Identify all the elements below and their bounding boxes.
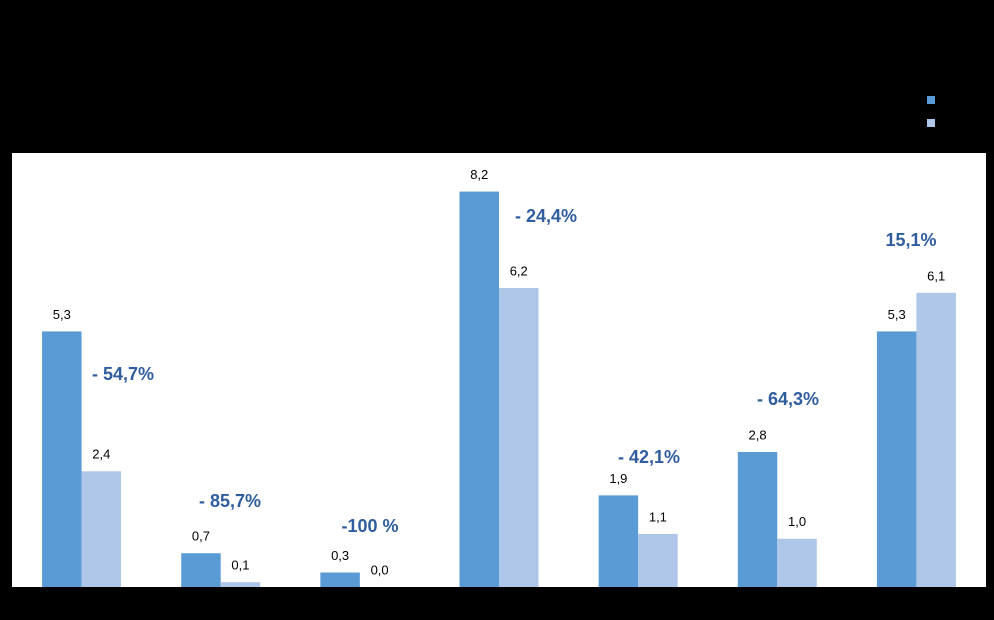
value-label: 8,2 xyxy=(470,167,488,182)
value-label: 2,4 xyxy=(92,447,110,462)
value-label: 6,1 xyxy=(927,268,945,283)
bar xyxy=(737,451,778,587)
bar xyxy=(81,471,122,587)
bar xyxy=(459,191,499,588)
value-label: 0,7 xyxy=(192,529,210,544)
value-label: 1,9 xyxy=(609,471,627,486)
bar xyxy=(320,572,360,587)
change-annotation: - 64,3% xyxy=(757,389,819,409)
value-label: 0,0 xyxy=(371,562,389,577)
change-annotation: - 85,7% xyxy=(199,491,261,511)
bar xyxy=(42,331,82,587)
bar xyxy=(777,538,817,587)
legend-swatch xyxy=(927,96,935,104)
value-label: 1,0 xyxy=(788,514,806,529)
value-label: 6,2 xyxy=(510,263,528,278)
change-annotation: - 24,4% xyxy=(515,206,577,226)
bar xyxy=(916,292,956,587)
change-annotation: 15,1% xyxy=(885,230,936,250)
value-label: 2,8 xyxy=(748,427,766,442)
change-annotation: - 54,7% xyxy=(92,364,154,384)
value-label: 5,3 xyxy=(53,307,71,322)
bar xyxy=(638,533,678,587)
bar xyxy=(220,582,261,587)
change-annotation: -100 % xyxy=(341,516,398,536)
bar xyxy=(598,495,639,587)
value-label: 1,1 xyxy=(649,509,667,524)
bar xyxy=(499,288,539,587)
legend-swatch xyxy=(927,119,935,127)
value-label: 0,1 xyxy=(231,558,249,573)
change-annotation: - 42,1% xyxy=(618,447,680,467)
value-label: 5,3 xyxy=(888,307,906,322)
bar xyxy=(876,331,917,587)
bar xyxy=(181,553,221,587)
value-label: 0,3 xyxy=(331,548,349,563)
